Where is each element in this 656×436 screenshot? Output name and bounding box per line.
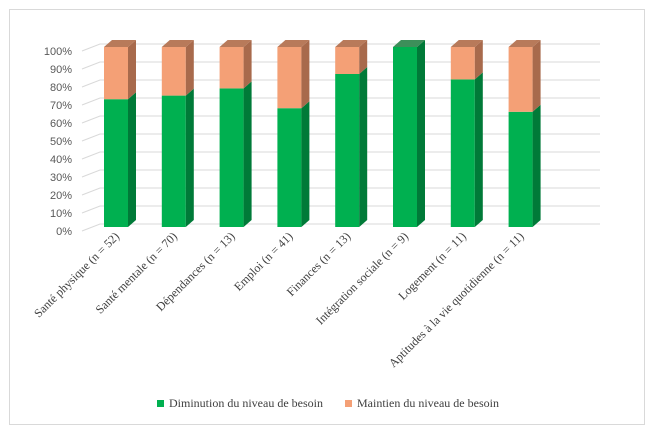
bar-side-maintien	[474, 40, 483, 80]
gridline	[81, 187, 600, 196]
y-tick-label: 80%	[50, 82, 72, 94]
bar-top	[508, 40, 541, 47]
gridline	[81, 61, 600, 70]
bar-top	[104, 40, 136, 47]
bar-diminution	[161, 95, 186, 227]
bar-diminution	[219, 88, 244, 228]
legend-label-diminution: Diminution du niveau de besoin	[169, 396, 323, 410]
chart-frame	[9, 9, 645, 425]
gridline	[81, 115, 600, 124]
bar-side-diminution	[417, 40, 425, 227]
bar-top	[219, 40, 252, 47]
y-tick-label: 40%	[50, 154, 72, 166]
bar-side-diminution	[185, 88, 194, 227]
bar-side-maintien	[243, 40, 252, 89]
gridline	[81, 169, 600, 178]
bar-side-maintien	[532, 40, 541, 112]
y-tick-label: 0%	[56, 226, 72, 238]
bar-side-maintien	[359, 40, 368, 74]
bar-diminution	[393, 47, 417, 227]
bar-maintien	[277, 47, 302, 109]
bar-side-diminution	[128, 92, 136, 227]
legend-item-diminution: Diminution du niveau de besoin	[157, 396, 323, 411]
y-tick-label: 100%	[44, 46, 72, 58]
gridline	[81, 97, 600, 106]
bar-top	[335, 40, 368, 47]
x-tick-label: Emploi (n = 41)	[231, 229, 295, 293]
legend-label-maintien: Maintien du niveau de besoin	[357, 396, 499, 410]
gridline	[81, 43, 600, 52]
legend-item-maintien: Maintien du niveau de besoin	[345, 396, 499, 411]
bar-diminution	[335, 74, 360, 227]
legend-swatch-diminution	[157, 400, 165, 407]
bar-top	[277, 40, 310, 47]
legend: Diminution du niveau de besoin Maintien …	[0, 396, 656, 411]
gridline	[81, 223, 600, 232]
bar-side-diminution	[359, 67, 368, 227]
bar-maintien	[335, 47, 360, 74]
legend-swatch-maintien	[345, 400, 352, 407]
bar-side-diminution	[532, 104, 541, 227]
gridline	[81, 133, 600, 142]
bar-maintien	[450, 47, 475, 80]
bar-side-maintien	[301, 40, 310, 109]
gridline	[81, 151, 600, 160]
y-tick-label: 70%	[50, 100, 72, 112]
bar-diminution	[450, 79, 475, 228]
bar-maintien	[104, 47, 128, 100]
gridline	[81, 79, 600, 88]
bar-top	[450, 40, 483, 47]
bar-maintien	[161, 47, 186, 96]
y-tick-label: 10%	[50, 208, 72, 220]
bar-side-diminution	[243, 81, 252, 228]
y-tick-label: 30%	[50, 172, 72, 184]
bar-maintien	[219, 47, 244, 89]
bar-side-maintien	[128, 40, 136, 100]
bar-top	[161, 40, 194, 47]
bar-diminution	[277, 108, 302, 227]
y-tick-label: 60%	[50, 118, 72, 130]
bar-diminution	[508, 111, 533, 227]
bar-maintien	[508, 47, 533, 112]
bar-top	[393, 40, 425, 47]
bar-side-maintien	[185, 40, 194, 96]
gridline	[81, 205, 600, 214]
bar-side-diminution	[301, 101, 310, 227]
y-tick-label: 50%	[50, 136, 72, 148]
bar-diminution	[104, 99, 128, 227]
y-tick-label: 20%	[50, 190, 72, 202]
bar-side-diminution	[474, 72, 483, 228]
y-tick-label: 90%	[50, 64, 72, 76]
